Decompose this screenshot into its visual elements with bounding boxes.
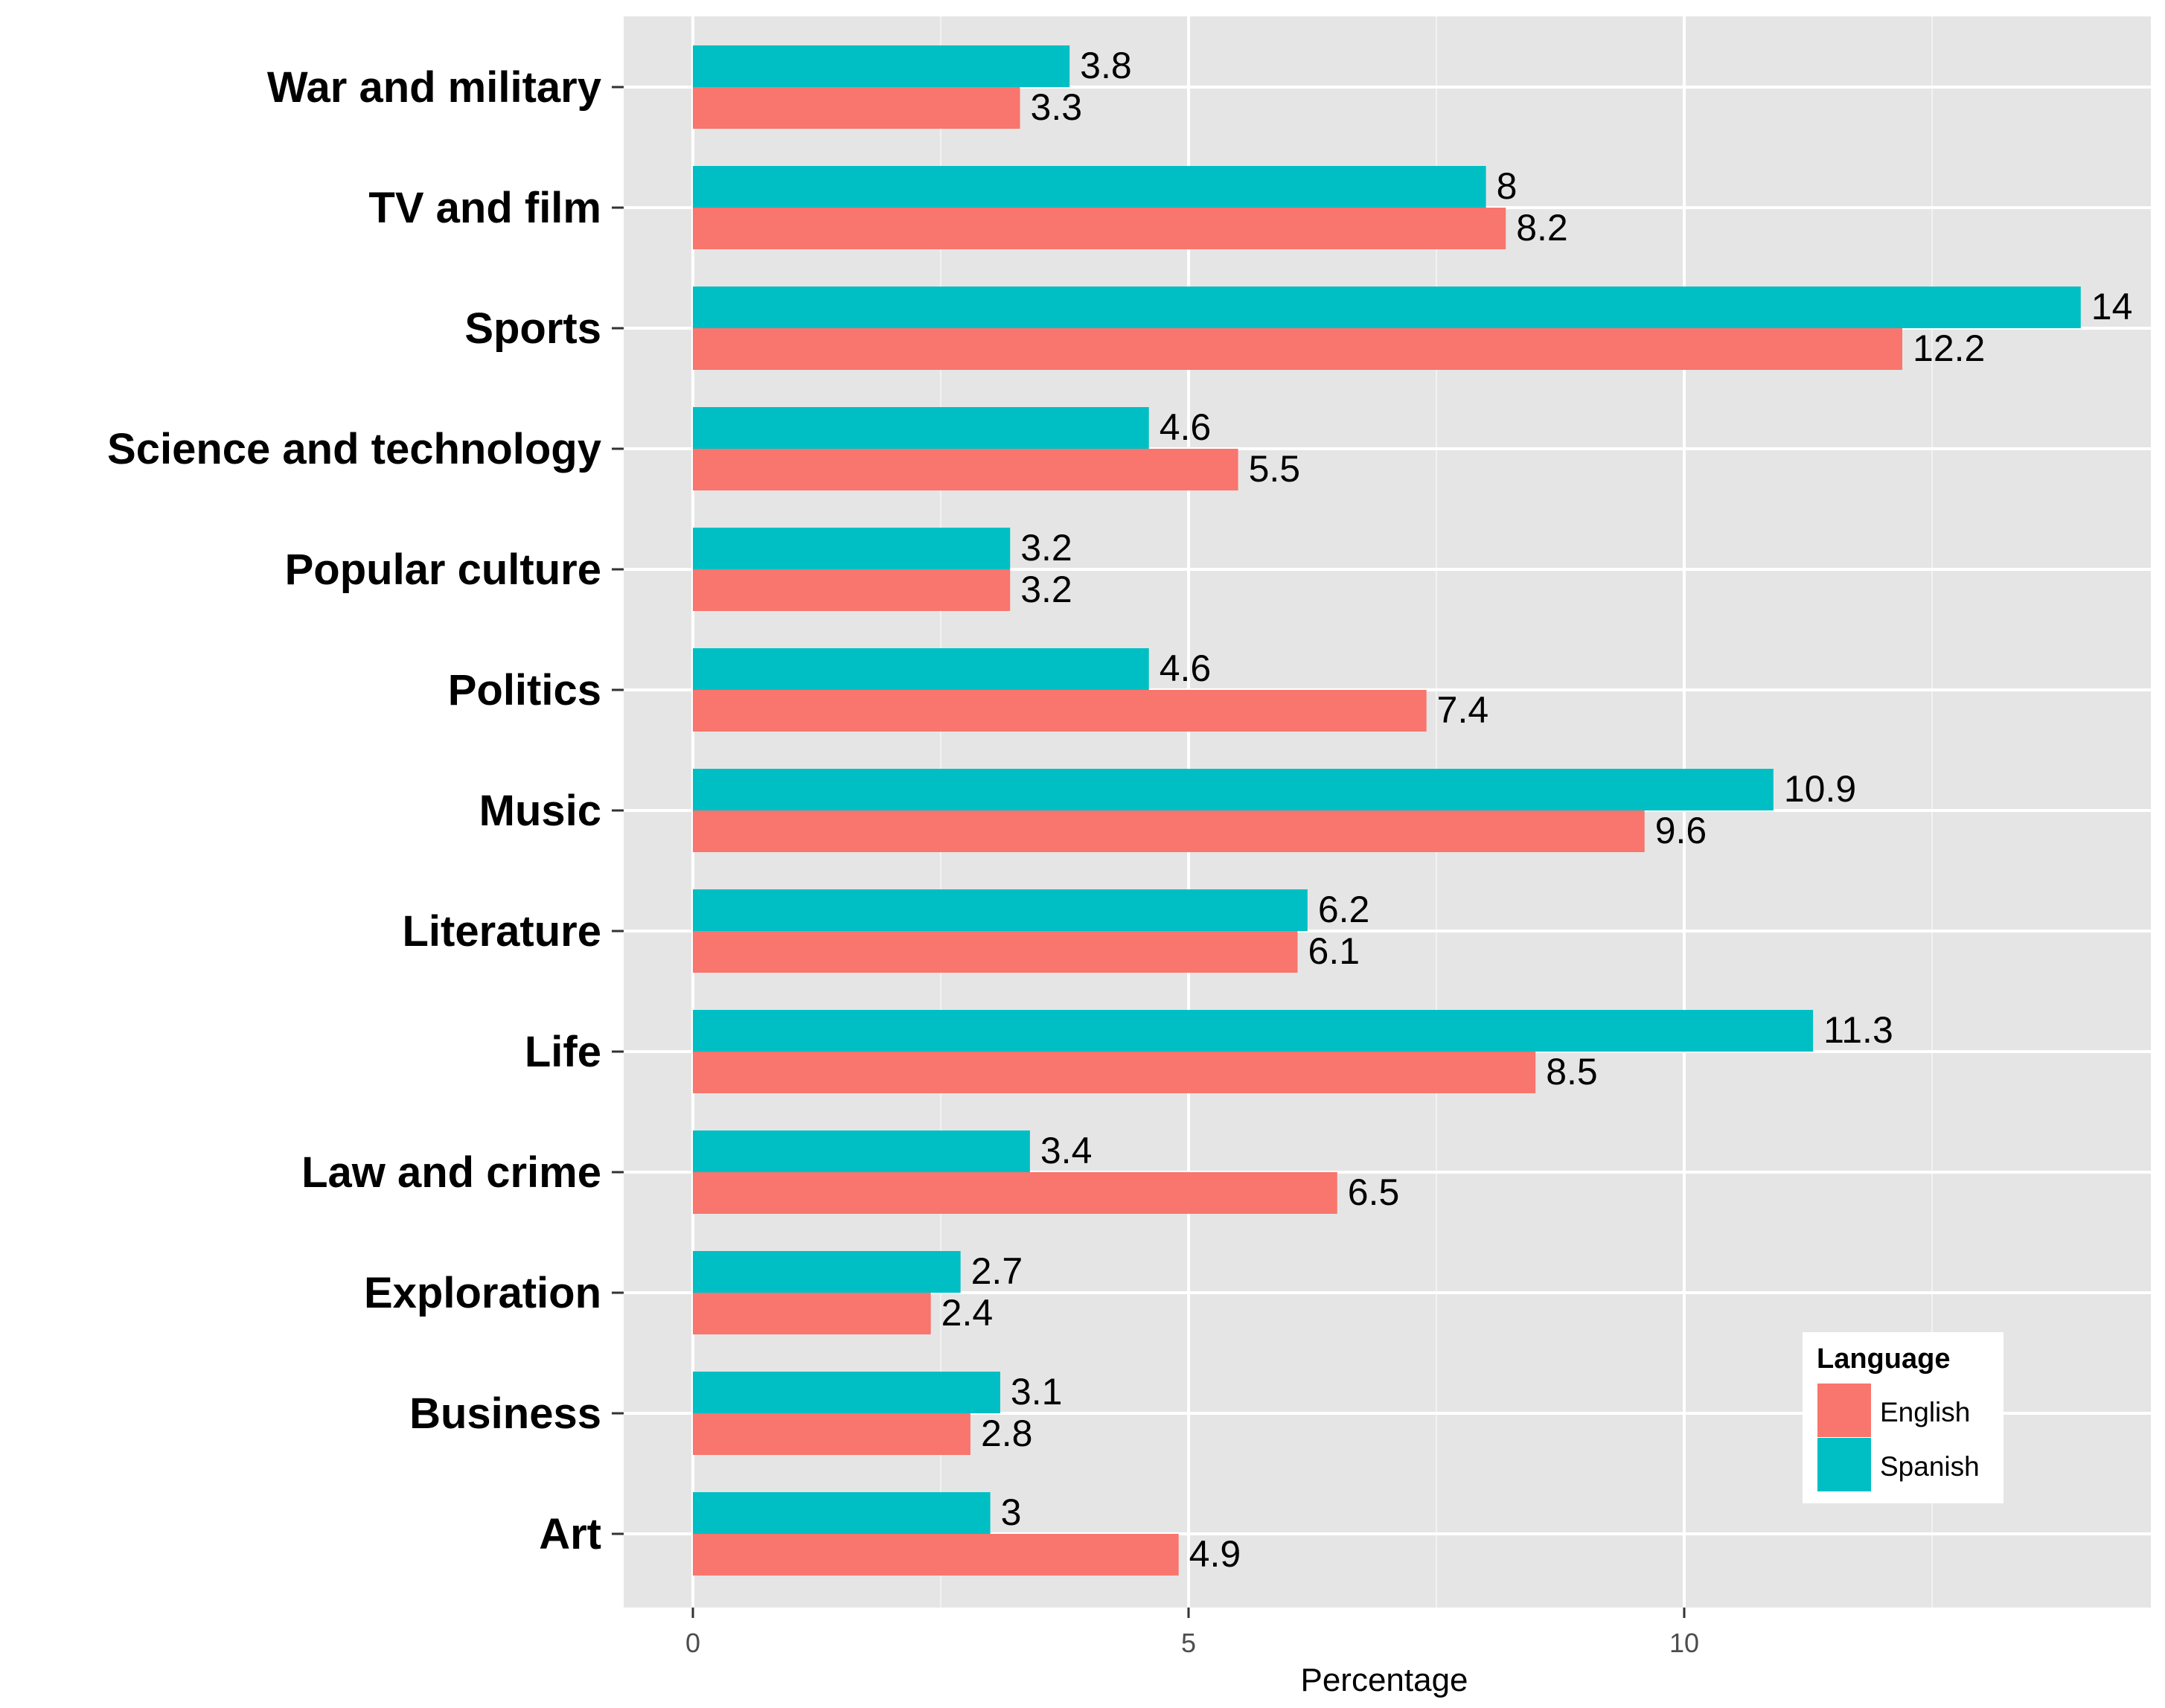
- bar-english: [693, 810, 1645, 852]
- value-label-english: 6.5: [1348, 1171, 1400, 1213]
- bar-spanish: [693, 1010, 1814, 1052]
- x-tick-label: 10: [1669, 1628, 1699, 1658]
- bar-spanish: [693, 166, 1486, 208]
- x-tick-label: 0: [685, 1628, 700, 1658]
- value-labels: 3.83.3 88.2 14 12.2 4.6 5.5 3.23.2 4.6 7.4 10.9 9.…: [941, 45, 2133, 1575]
- bar-english: [693, 569, 1011, 611]
- bar-english: [693, 690, 1427, 732]
- value-label-spanish: 3.2: [1020, 527, 1072, 569]
- bar-english: [693, 87, 1020, 129]
- value-label-spanish: 3.8: [1080, 45, 1132, 86]
- category-label: Sports: [464, 304, 601, 353]
- value-label-spanish: 3.1: [1011, 1371, 1063, 1413]
- legend-title: Language: [1817, 1343, 1950, 1375]
- value-label-english: 5.5: [1249, 448, 1301, 490]
- category-label: War and military: [267, 63, 601, 112]
- bar-spanish: [693, 889, 1308, 931]
- x-axis-title: Percentage: [1300, 1662, 1468, 1698]
- value-label-spanish: 14: [2091, 286, 2133, 327]
- bar-spanish: [693, 648, 1149, 690]
- category-label: Politics: [448, 666, 601, 714]
- value-label-english: 2.8: [981, 1413, 1033, 1454]
- bar-english: [693, 1172, 1337, 1214]
- value-label-english: 6.1: [1308, 930, 1360, 972]
- bar-spanish: [693, 1130, 1030, 1172]
- value-label-spanish: 11.3: [1823, 1009, 1893, 1051]
- bar-spanish: [693, 769, 1774, 810]
- value-label-english: 12.2: [1913, 327, 1985, 369]
- legend: Language English Spanish: [1803, 1332, 2003, 1503]
- category-label: Popular culture: [285, 546, 601, 594]
- value-label-spanish: 3.4: [1040, 1130, 1093, 1171]
- value-label-english: 3.2: [1020, 569, 1072, 610]
- bar-spanish: [693, 1251, 961, 1293]
- bar-english: [693, 1534, 1179, 1576]
- bar-english: [693, 1052, 1536, 1093]
- legend-label-english: English: [1880, 1397, 1970, 1427]
- value-label-english: 8.2: [1516, 207, 1568, 249]
- bar-spanish: [693, 1492, 991, 1534]
- category-label: Life: [525, 1028, 601, 1076]
- legend-key-spanish: [1817, 1438, 1871, 1491]
- bars: [693, 45, 2081, 1576]
- bar-english: [693, 931, 1298, 973]
- bar-spanish: [693, 45, 1070, 87]
- value-label-spanish: 10.9: [1784, 768, 1856, 810]
- bar-english: [693, 1413, 970, 1455]
- y-axis: War and military TV and film Sports Science…: [107, 63, 624, 1558]
- bar-spanish: [693, 1372, 1000, 1413]
- bar-spanish: [693, 407, 1149, 449]
- value-label-english: 3.3: [1031, 86, 1083, 128]
- value-label-english: 4.9: [1189, 1533, 1241, 1575]
- category-label: Science and technology: [107, 425, 601, 473]
- category-label: Law and crime: [301, 1148, 601, 1197]
- value-label-spanish: 4.6: [1160, 406, 1212, 448]
- x-tick-label: 5: [1181, 1628, 1196, 1658]
- value-label-spanish: 8: [1497, 165, 1518, 207]
- legend-label-spanish: Spanish: [1880, 1451, 1980, 1482]
- legend-key-english: [1817, 1384, 1871, 1437]
- value-label-spanish: 6.2: [1318, 889, 1370, 930]
- category-label: Literature: [402, 907, 601, 956]
- value-label-english: 7.4: [1437, 689, 1489, 731]
- category-label: Art: [539, 1510, 601, 1558]
- category-label: Business: [409, 1389, 601, 1438]
- category-label: TV and film: [368, 184, 601, 232]
- bar-english: [693, 328, 1903, 370]
- value-label-spanish: 2.7: [971, 1250, 1023, 1292]
- x-axis: 0 5 10: [685, 1608, 1699, 1658]
- bar-english: [693, 208, 1506, 249]
- bar-spanish: [693, 287, 2081, 328]
- category-label: Music: [479, 787, 601, 835]
- value-label-english: 8.5: [1546, 1051, 1598, 1093]
- value-label-english: 9.6: [1655, 810, 1707, 851]
- bar-english: [693, 1293, 931, 1334]
- value-label-spanish: 4.6: [1160, 647, 1212, 689]
- category-label: Exploration: [364, 1269, 601, 1317]
- bar-english: [693, 449, 1238, 490]
- value-label-english: 2.4: [941, 1292, 994, 1334]
- value-label-spanish: 3: [1001, 1491, 1022, 1533]
- bar-spanish: [693, 528, 1011, 569]
